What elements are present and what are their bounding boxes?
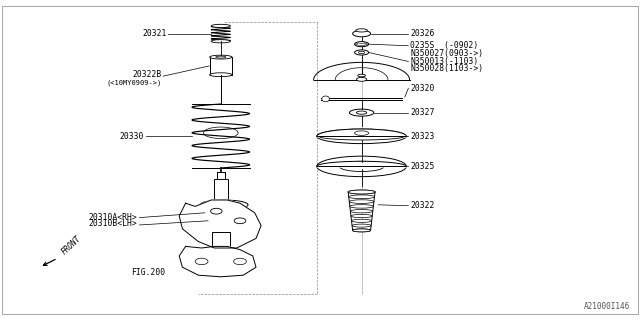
Text: 20323: 20323 — [410, 132, 435, 141]
Ellipse shape — [322, 96, 330, 102]
Ellipse shape — [350, 205, 373, 208]
Bar — [212, 232, 230, 264]
Ellipse shape — [352, 224, 371, 227]
Text: 0235S  (-0902): 0235S (-0902) — [410, 41, 479, 50]
Text: FRONT: FRONT — [60, 235, 83, 257]
Ellipse shape — [210, 55, 232, 59]
Bar — [214, 179, 228, 229]
Ellipse shape — [200, 200, 248, 210]
Ellipse shape — [353, 229, 371, 232]
Text: 20320: 20320 — [410, 84, 435, 93]
Ellipse shape — [211, 40, 230, 43]
Ellipse shape — [355, 50, 369, 55]
Bar — [209, 57, 232, 75]
Text: 20322: 20322 — [410, 201, 435, 210]
Ellipse shape — [211, 24, 230, 28]
Text: N350027(0903->): N350027(0903->) — [410, 49, 483, 58]
Ellipse shape — [355, 131, 369, 135]
Ellipse shape — [210, 73, 232, 77]
Polygon shape — [179, 200, 261, 248]
Text: A21000I146: A21000I146 — [584, 302, 630, 311]
Ellipse shape — [339, 161, 384, 172]
Ellipse shape — [216, 56, 226, 58]
Text: 20310A<RH>: 20310A<RH> — [89, 213, 138, 222]
Ellipse shape — [351, 219, 372, 222]
Ellipse shape — [355, 42, 369, 47]
Text: 20330: 20330 — [120, 132, 144, 141]
Ellipse shape — [356, 29, 367, 32]
Ellipse shape — [351, 214, 372, 218]
Ellipse shape — [195, 258, 208, 265]
Ellipse shape — [356, 111, 367, 114]
Ellipse shape — [349, 109, 374, 116]
Ellipse shape — [353, 229, 371, 232]
Ellipse shape — [349, 195, 374, 199]
Ellipse shape — [353, 30, 371, 37]
Ellipse shape — [358, 74, 365, 77]
Text: 20310B<LH>: 20310B<LH> — [89, 220, 138, 228]
Ellipse shape — [234, 258, 246, 265]
Text: 20326: 20326 — [410, 29, 435, 38]
Text: 20325: 20325 — [410, 162, 435, 171]
Text: 20321: 20321 — [142, 29, 166, 38]
Ellipse shape — [317, 156, 406, 177]
Text: FIG.200: FIG.200 — [131, 268, 165, 277]
Text: 20327: 20327 — [410, 108, 435, 117]
Ellipse shape — [348, 190, 375, 194]
Ellipse shape — [211, 208, 222, 214]
Text: N350028(1103->): N350028(1103->) — [410, 64, 483, 73]
Text: 20322B: 20322B — [132, 70, 161, 79]
Ellipse shape — [348, 190, 375, 194]
Text: N350013(-1103): N350013(-1103) — [410, 57, 479, 66]
Text: (<10MY0909->): (<10MY0909->) — [106, 80, 161, 86]
Ellipse shape — [234, 218, 246, 224]
Ellipse shape — [317, 129, 406, 144]
Ellipse shape — [356, 77, 367, 81]
Ellipse shape — [358, 52, 365, 54]
Ellipse shape — [351, 210, 372, 213]
Ellipse shape — [349, 200, 374, 204]
Polygon shape — [179, 246, 256, 277]
